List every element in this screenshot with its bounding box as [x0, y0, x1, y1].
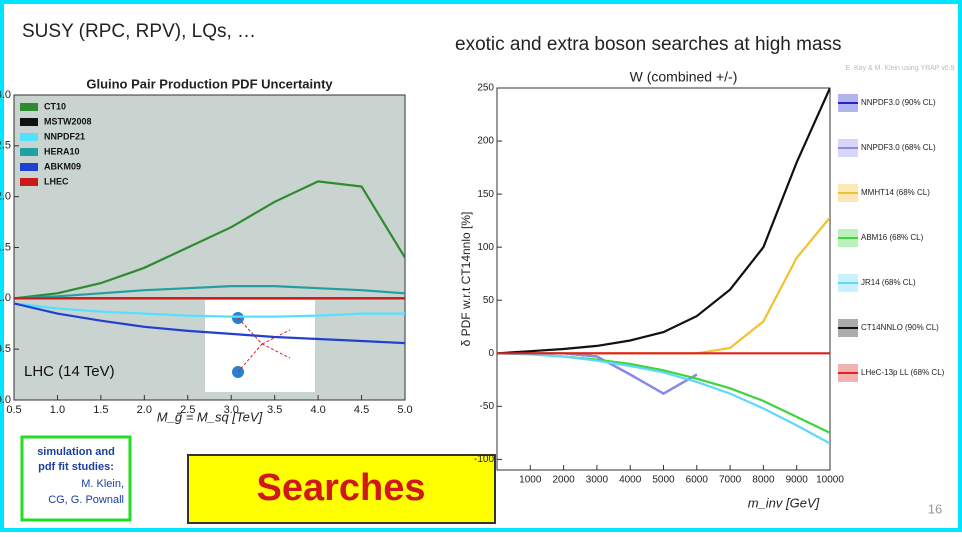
plot-area: [496, 87, 831, 471]
x-tick-label: 2000: [552, 475, 575, 486]
legend-swatch: [20, 148, 38, 156]
y-axis-label: δ PDF w.r.t CT14nnlo [%]: [459, 212, 473, 347]
y-tick-label: 150: [477, 189, 494, 200]
legend-label: LHEC: [44, 176, 69, 186]
right-heading: exotic and extra boson searches at high …: [455, 34, 842, 55]
y-tick-label: 0.0: [0, 394, 11, 406]
x-tick-label: 4000: [619, 475, 642, 486]
page-number: 16: [928, 501, 942, 516]
legend-label: NNPDF21: [44, 131, 85, 141]
credit-name: CG, G. Pownall: [48, 494, 124, 506]
y-tick-label: -50: [480, 401, 495, 412]
y-tick-label: 1.0: [0, 292, 11, 304]
y-tick-label: 2.0: [0, 191, 11, 203]
legend-swatch: [20, 178, 38, 186]
banner-box: [187, 454, 496, 524]
x-axis-label: M_g̃ = M_sq [TeV]: [157, 409, 263, 424]
legend-swatch: [20, 163, 38, 171]
x-tick-label: 0.5: [6, 404, 21, 416]
legend-swatch: [20, 133, 38, 141]
x-tick-label: 3.0: [224, 404, 239, 416]
x-tick-label: 4.5: [354, 404, 369, 416]
legend-swatch: [20, 118, 38, 126]
y-tick-label: 3.0: [0, 89, 11, 101]
x-tick-label: 1.5: [93, 404, 108, 416]
inset-diagram: [205, 300, 315, 392]
chart-title: Gluino Pair Production PDF Uncertainty: [86, 76, 333, 91]
y-tick-label: -100: [474, 454, 494, 465]
left-heading: SUSY (RPC, RPV), LQs, …: [22, 21, 256, 42]
inset-box: [205, 300, 315, 392]
legend-label: JR14 (68% CL): [861, 278, 916, 287]
x-tick-label: 6000: [686, 475, 709, 486]
y-tick-label: 250: [477, 83, 494, 94]
series-line: [497, 352, 830, 445]
x-tick-label: 1.0: [50, 404, 65, 416]
series-line: [14, 180, 405, 300]
y-tick-label: 0.5: [0, 343, 11, 355]
series-line: [497, 88, 830, 355]
legend-label: ABKM09: [44, 161, 81, 171]
banner-text: Searches: [256, 467, 425, 509]
x-tick-label: 4.0: [310, 404, 325, 416]
x-tick-label: 5.0: [397, 404, 412, 416]
x-tick-label: 9000: [786, 475, 809, 486]
legend-label: ABM16 (68% CL): [861, 233, 924, 242]
legend-label: NNPDF3.0 (90% CL): [861, 98, 936, 107]
x-tick-label: 7000: [719, 475, 742, 486]
legend-label: NNPDF3.0 (68% CL): [861, 143, 936, 152]
credit-title: pdf fit studies:: [38, 461, 114, 473]
legend-label: HERA10: [44, 146, 80, 156]
legend-label: MSTW2008: [44, 116, 92, 126]
y-tick-label: 50: [483, 295, 495, 306]
chart-title: W (combined +/-): [630, 69, 738, 85]
legend-label: MMHT14 (68% CL): [861, 188, 930, 197]
y-tick-label: 1.5: [0, 241, 11, 253]
annotation: LHC (14 TeV): [24, 363, 115, 380]
credit: E. Kay & M. Klein using YRAP v0.9: [845, 65, 954, 72]
series-line: [14, 302, 405, 318]
x-tick-label: 5000: [652, 475, 675, 486]
legend-label: LHeC-13p LL (68% CL): [861, 368, 945, 377]
x-tick-label: 2.5: [180, 404, 195, 416]
series-line: [14, 285, 405, 300]
y-tick-label: 0: [488, 348, 494, 359]
legend-label: CT14NNLO (90% CL): [861, 323, 939, 332]
x-tick-label: 3.5: [267, 404, 282, 416]
legend-swatch: [20, 103, 38, 111]
y-tick-label: 2.5: [0, 140, 11, 152]
y-tick-label: 200: [477, 136, 494, 147]
credit-title: simulation and: [37, 446, 115, 458]
x-tick-label: 10000: [816, 475, 844, 486]
credit-box: [20, 435, 132, 522]
x-tick-label: 8000: [752, 475, 775, 486]
credit-name: M. Klein,: [81, 478, 124, 490]
x-tick-label: 1000: [519, 475, 542, 486]
y-tick-label: 100: [477, 242, 494, 253]
series-line: [14, 302, 405, 345]
x-tick-label: 3000: [586, 475, 609, 486]
x-tick-label: 2.0: [137, 404, 152, 416]
x-axis-label: m_inv [GeV]: [748, 495, 820, 510]
legend-label: CT10: [44, 101, 66, 111]
